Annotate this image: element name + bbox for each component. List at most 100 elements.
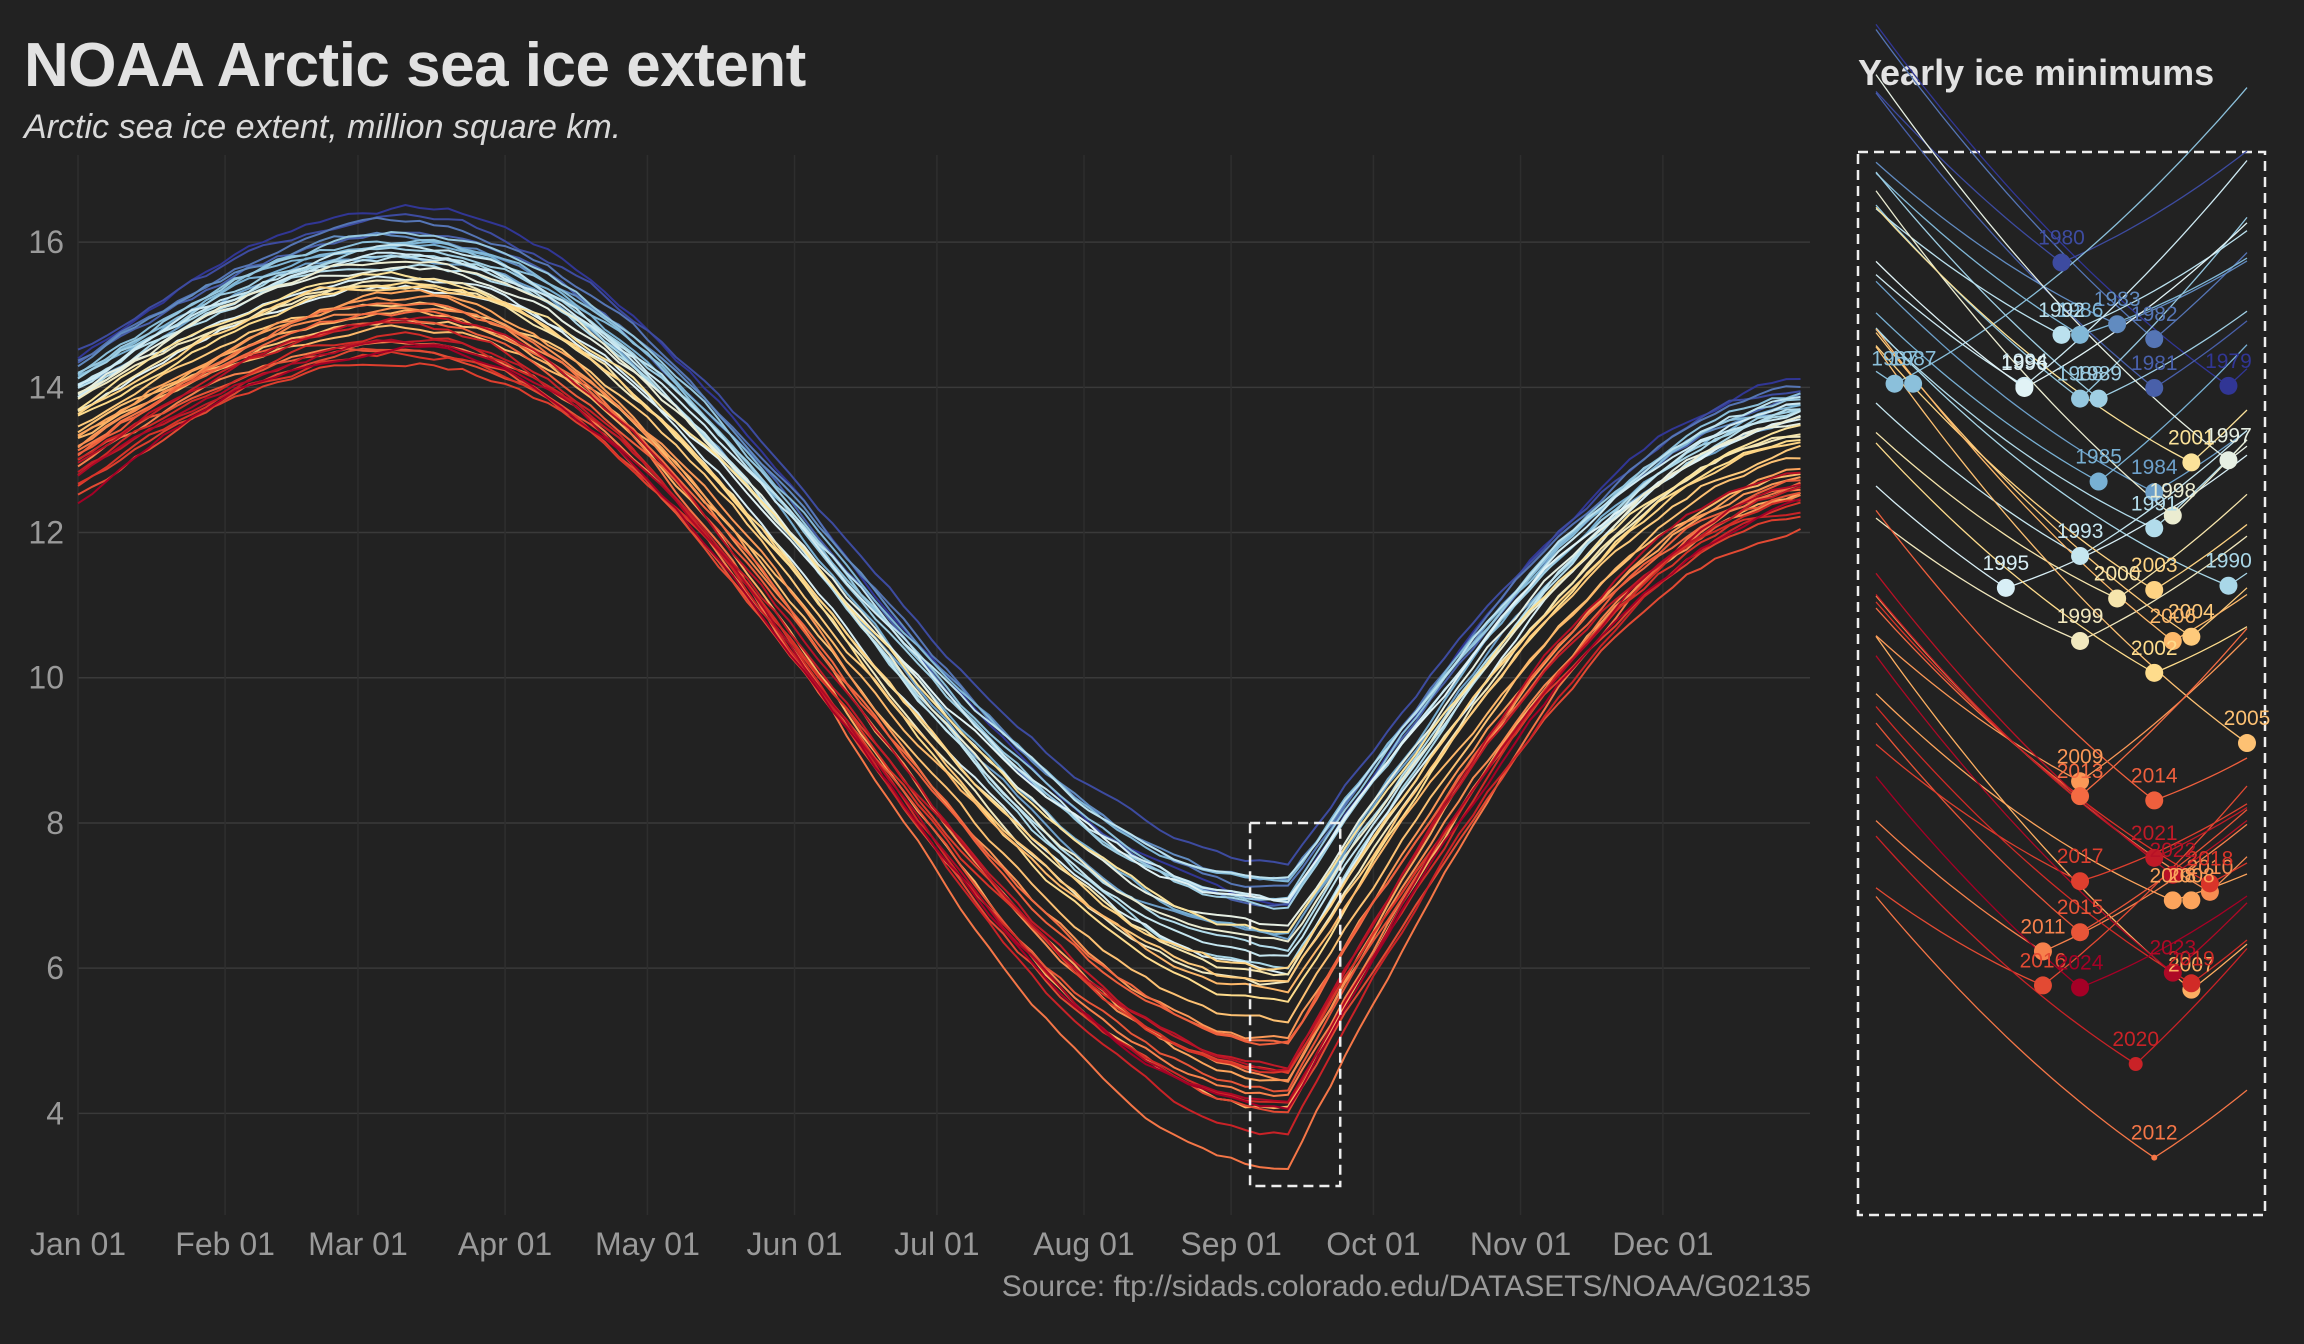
x-tick-label: Mar 01 xyxy=(308,1226,408,1262)
inset-min-point-1998 xyxy=(2163,506,2182,525)
inset-year-label: 2013 xyxy=(2057,760,2104,783)
year-line-1980 xyxy=(77,213,1801,866)
inset-year-label: 1979 xyxy=(2205,350,2252,373)
inset-year-label: 1986 xyxy=(2057,299,2104,322)
year-line-1982 xyxy=(77,216,1801,888)
inset-line-1990 xyxy=(1875,327,2248,587)
inset-line-2021 xyxy=(1875,593,2248,859)
inset-min-point-2020 xyxy=(2128,1057,2143,1072)
inset-line-2000 xyxy=(1875,432,2248,600)
inset-line-1996 xyxy=(1875,222,2248,389)
inset-year-lines xyxy=(1875,24,2248,1159)
year-line-2023 xyxy=(77,338,1801,1103)
inset-min-point-1999 xyxy=(2071,631,2090,650)
inset-min-point-2003 xyxy=(2145,580,2164,599)
inset-line-1987 xyxy=(1875,87,2248,385)
inset-min-point-1987 xyxy=(1885,374,1904,393)
source-caption: Source: ftp://sidads.colorado.edu/DATASE… xyxy=(1001,1270,1811,1303)
inset-year-label: 2015 xyxy=(2057,896,2104,919)
x-tick-label: Sep 01 xyxy=(1180,1226,1281,1262)
inset-year-label: 1995 xyxy=(1982,552,2029,575)
inset-year-label: 2008 xyxy=(2149,864,2196,887)
inset-min-point-1984 xyxy=(2145,483,2164,502)
minimum-window-box xyxy=(1248,821,1342,1188)
inset-min-point-2023 xyxy=(2163,963,2182,982)
x-tick-label: Jul 01 xyxy=(894,1226,979,1262)
inset-year-label: 2008 xyxy=(2168,864,2215,887)
chart-subtitle: Arctic sea ice extent, million square km… xyxy=(24,108,622,146)
inset-min-point-1996 xyxy=(2015,378,2034,397)
year-line-2014 xyxy=(77,317,1801,1046)
y-tick-label: 12 xyxy=(28,515,64,551)
inset-year-label: 1991 xyxy=(2131,492,2178,515)
y-tick-label: 4 xyxy=(46,1095,64,1131)
inset-year-label: 2019 xyxy=(2168,947,2215,970)
inset-frame xyxy=(1856,150,2267,1217)
inset-line-2024 xyxy=(1875,776,2248,989)
inset-min-point-1992 xyxy=(2052,325,2071,344)
inset-min-point-1979 xyxy=(2219,376,2238,395)
inset-line-1979 xyxy=(1875,24,2248,387)
inset-year-label: 1989 xyxy=(2075,363,2122,386)
inset-line-2016 xyxy=(1875,785,2248,987)
x-tick-label: Apr 01 xyxy=(458,1226,552,1262)
y-tick-label: 10 xyxy=(28,660,64,696)
inset-year-label: 1992 xyxy=(2038,299,2085,322)
inset-min-point-2022 xyxy=(2163,865,2182,884)
inset-min-point-1982 xyxy=(2145,330,2164,349)
year-line-1998 xyxy=(77,260,1801,943)
inset-min-point-2013 xyxy=(2071,787,2090,806)
y-tick-label: 6 xyxy=(46,950,64,986)
inset-min-point-2008 xyxy=(2163,891,2182,910)
x-tick-label: May 01 xyxy=(595,1226,700,1262)
inset-min-point-2012 xyxy=(2151,1154,2158,1161)
inset-min-point-2019 xyxy=(2182,974,2201,993)
inset-year-label: 2004 xyxy=(2168,601,2215,624)
x-axis-ticks: Jan 01 Feb 01 Mar 01 Apr 01 May 01 Jun 01 Jul … xyxy=(30,1226,1714,1262)
x-tick-label: Nov 01 xyxy=(1470,1226,1571,1262)
inset-year-label: 2022 xyxy=(2149,839,2196,862)
inset-title: Yearly ice minimums xyxy=(1858,52,2215,93)
inset-year-label: 2010 xyxy=(2187,856,2234,879)
inset-year-label: 2006 xyxy=(2149,605,2196,628)
x-tick-label: Jan 01 xyxy=(30,1226,126,1262)
year-line-2022 xyxy=(77,316,1801,1072)
year-line-2001 xyxy=(77,271,1801,934)
inset-year-label: 1981 xyxy=(2131,352,2178,375)
inset-line-2014 xyxy=(1875,510,2248,802)
inset-line-1985 xyxy=(1875,312,2248,483)
inset-year-label: 2002 xyxy=(2131,637,2178,660)
inset-min-point-2021 xyxy=(2145,848,2164,867)
inset-year-label: 1985 xyxy=(2075,446,2122,469)
year-line-1997 xyxy=(77,265,1801,927)
inset-min-point-2009 xyxy=(2071,772,2090,791)
inset-min-point-1987 xyxy=(1904,374,1923,393)
inset-year-label: 1980 xyxy=(2038,227,2085,250)
year-line-2013 xyxy=(77,309,1801,1045)
inset-line-1994 xyxy=(1875,160,2248,387)
inset-year-label: 1983 xyxy=(2094,288,2141,311)
inset-year-label: 2003 xyxy=(2131,554,2178,577)
inset-min-point-2001 xyxy=(2182,453,2201,472)
inset-year-label: 1987 xyxy=(1871,348,1918,371)
inset-year-label: 2012 xyxy=(2131,1122,2178,1145)
inset-min-point-1986 xyxy=(2071,325,2090,344)
gridlines xyxy=(77,155,1810,1215)
inset-year-label: 1988 xyxy=(2057,363,2104,386)
inset-year-label: 1997 xyxy=(2205,424,2252,447)
y-axis-ticks: 4 6 8 10 12 14 16 xyxy=(28,224,64,1131)
x-tick-label: Feb 01 xyxy=(175,1226,275,1262)
inset-line-1986 xyxy=(1875,172,2248,336)
inset-min-point-1985 xyxy=(2089,472,2108,491)
inset-year-label: 1984 xyxy=(2131,456,2178,479)
inset-year-label: 2020 xyxy=(2112,1028,2159,1051)
inset-line-1995 xyxy=(1875,454,2248,589)
inset-min-point-2011 xyxy=(2033,942,2052,961)
inset-year-label: 1990 xyxy=(2205,550,2252,573)
inset-year-label: 2024 xyxy=(2057,952,2104,975)
y-tick-label: 8 xyxy=(46,805,64,841)
x-tick-label: Dec 01 xyxy=(1612,1226,1713,1262)
inset-min-point-2016 xyxy=(2033,976,2052,995)
